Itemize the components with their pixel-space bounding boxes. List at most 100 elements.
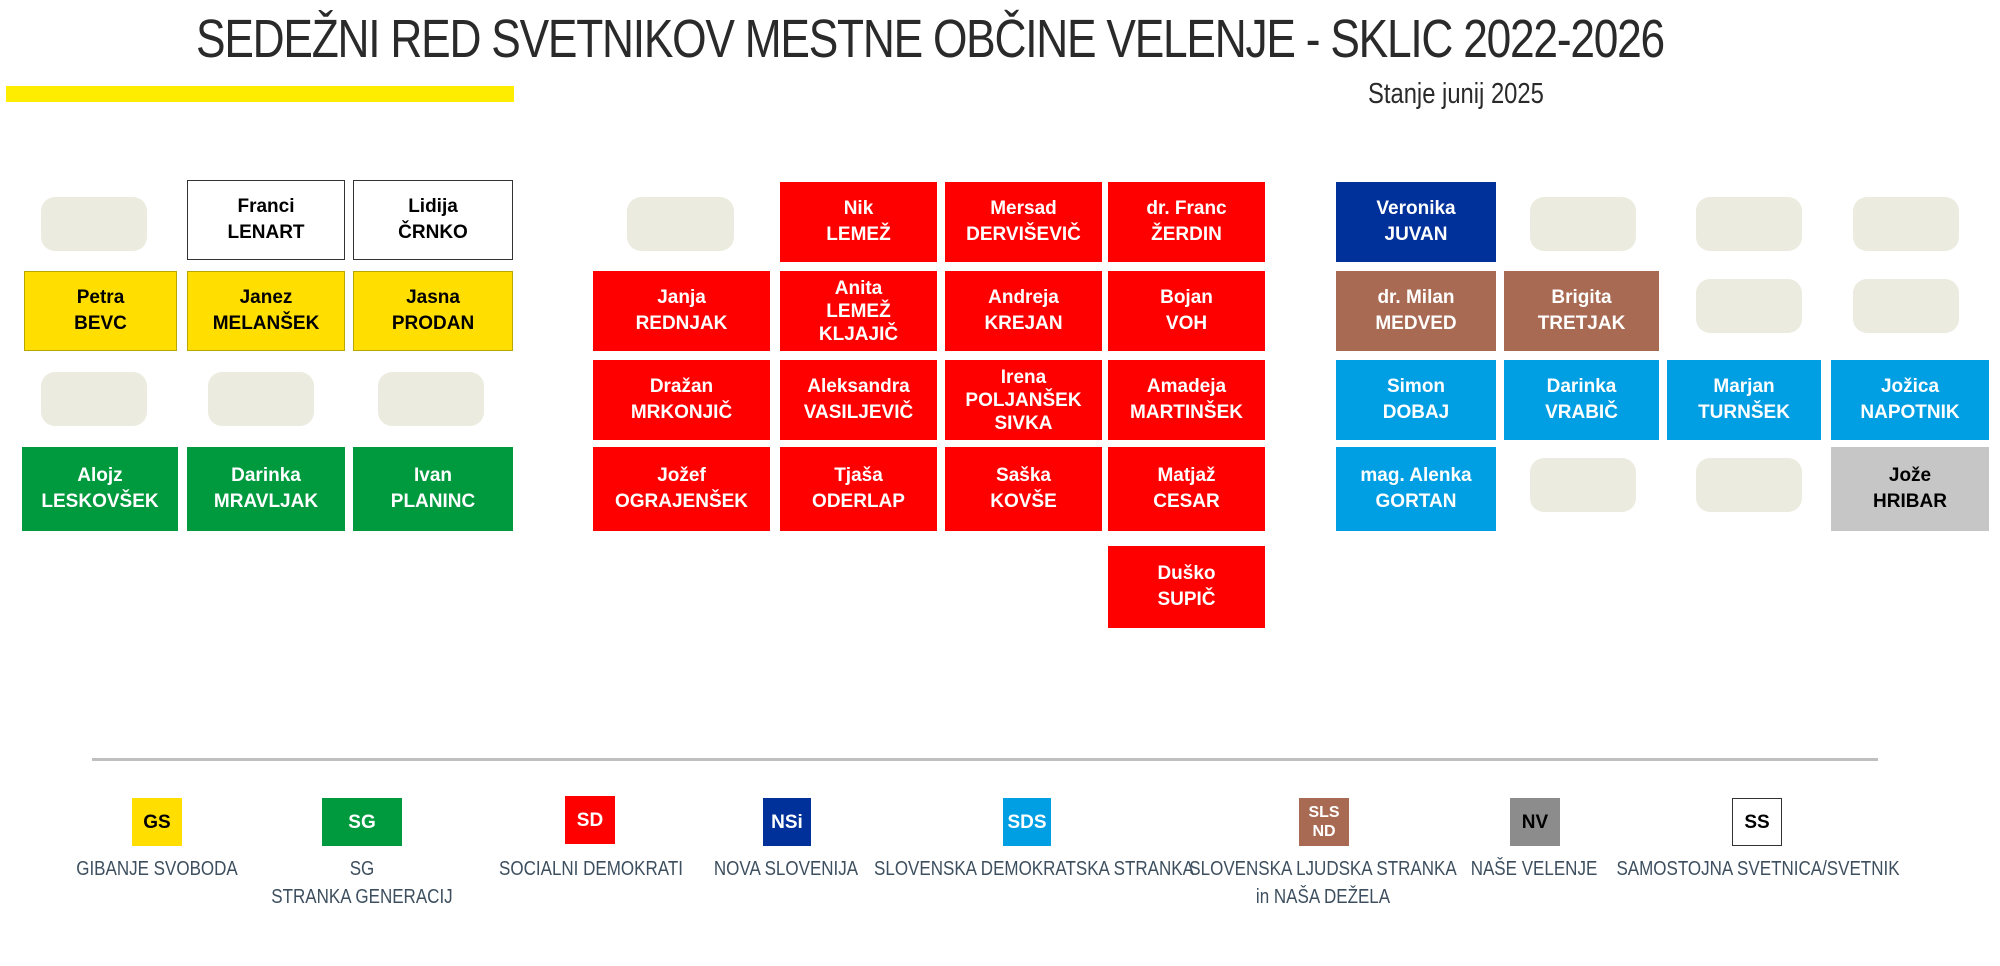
seat-sd: Matjaž CESAR [1108,447,1265,531]
seat-ss: Lidija ČRNKO [353,180,513,260]
councillor-last-name: JUVAN [1384,224,1448,245]
councillor-last-name: MARTINŠEK [1130,402,1243,423]
legend-name-line: SOCIALNI DEMOKRATI [499,858,683,880]
legend-name-line: SAMOSTOJNA SVETNICA/SVETNIK [1616,858,1900,880]
legend-abbreviation: SD [576,809,604,831]
legend-party-name: SLOVENSKA LJUDSKA STRANKA in NAŠA DEŽELA [1153,855,1493,911]
seat-sg: Ivan PLANINC [353,447,513,531]
empty-seat [1696,458,1802,512]
legend-party-name: SAMOSTOJNA SVETNICA/SVETNIK [1588,855,1928,883]
seat-sg: Darinka MRAVLJAK [187,447,345,531]
empty-seat [1853,279,1959,333]
councillor-first-name: dr. Franc [1146,198,1227,219]
seat-sd: Tjaša ODERLAP [780,447,937,531]
empty-seat [41,372,147,426]
legend-name-line: NAŠE VELENJE [1470,858,1598,880]
legend-party-name: GIBANJE SVOBODA [0,855,327,883]
councillor-first-name: Simon [1386,376,1446,397]
legend-party-name: SG STRANKA GENERACIJ [192,855,532,911]
councillor-first-name: Darinka [1546,376,1617,397]
seat-sd: Andreja KREJAN [945,271,1102,351]
councillor-last-name: ODERLAP [812,491,905,512]
councillor-last-name: MRAVLJAK [213,491,319,512]
councillor-last-name: VASILJEVIČ [803,402,914,423]
legend-name-line: GIBANJE SVOBODA [76,858,238,880]
empty-seat [208,372,314,426]
councillor-last-name: PRODAN [391,313,475,334]
legend-swatch-sls_nd: SLS ND [1299,798,1349,846]
councillor-last-name: LESKOVŠEK [41,491,159,512]
seat-gs: Janez MELANŠEK [187,271,345,351]
councillor-last-name: CESAR [1153,491,1220,512]
seat-sds: Marjan TURNŠEK [1667,360,1821,440]
councillor-last-name-2: SIVKA [994,412,1053,434]
councillor-first-name: Andreja [988,287,1059,308]
legend-name-line-2: in NAŠA DEŽELA [1255,886,1391,908]
councillor-first-name: Saška [996,465,1051,486]
seat-sg: Alojz LESKOVŠEK [22,447,178,531]
legend-abbreviation: GS [143,811,171,833]
legend-swatch-nv: NV [1510,798,1560,846]
councillor-first-name: Jasna [406,287,460,308]
seat-sd: Dražan MRKONJIČ [593,360,770,440]
seat-sds: Simon DOBAJ [1336,360,1496,440]
councillor-first-name: Brigita [1551,287,1612,308]
empty-seat [378,372,484,426]
seat-sds: mag. Alenka GORTAN [1336,447,1496,531]
empty-seat [1530,458,1636,512]
empty-seat [41,197,147,251]
councillor-last-name: ČRNKO [398,222,468,243]
legend-party-name: NAŠE VELENJE [1364,855,1704,883]
councillor-last-name: TRETJAK [1537,313,1626,334]
legend-abbreviation-2: ND [1312,823,1336,840]
councillor-first-name: Aleksandra [807,376,910,397]
legend-abbreviation: NV [1521,811,1549,833]
page-title: SEDEŽNI RED SVETNIKOV MESTNE OBČINE VELE… [196,9,1665,69]
councillor-first-name: Nik [843,198,874,219]
legend-swatch-sd: SD [565,796,615,844]
empty-seat [1696,279,1802,333]
councillor-first-name: Anita [834,277,883,299]
councillor-first-name: Tjaša [834,465,883,486]
councillor-first-name: Lidija [408,196,458,217]
legend-name-line: SG [349,858,375,880]
legend-abbreviation: SG [348,811,376,833]
councillor-first-name: mag. Alenka [1360,465,1472,486]
councillor-first-name: Marjan [1713,376,1775,397]
legend-name-line: SLOVENSKA DEMOKRATSKA STRANKA [874,858,1194,880]
councillor-last-name: LENART [227,222,305,243]
councillor-first-name: Irena [1000,366,1047,388]
legend-name-line: SLOVENSKA LJUDSKA STRANKA [1189,858,1457,880]
councillor-first-name: Janez [239,287,293,308]
seat-sd: dr. Franc ŽERDIN [1108,182,1265,262]
empty-seat [627,197,734,251]
councillor-last-name: OGRAJENŠEK [614,491,749,512]
empty-seat [1696,197,1802,251]
councillor-last-name: MRKONJIČ [630,402,733,423]
councillor-first-name: Alojz [77,465,123,486]
councillor-last-name: NAPOTNIK [1860,402,1960,423]
seat-sd: Amadeja MARTINŠEK [1108,360,1265,440]
councillor-first-name: Matjaž [1157,465,1216,486]
councillor-last-name: PLANINC [390,491,476,512]
councillor-first-name: Franci [237,196,295,217]
seat-nsi: Veronika JUVAN [1336,182,1496,262]
seat-sd: Jožef OGRAJENŠEK [593,447,770,531]
legend-swatch-sg: SG [322,798,402,846]
legend-name-line: NOVA SLOVENIJA [713,858,859,880]
councillor-last-name: DERVIŠEVIČ [966,224,1081,245]
legend-swatch-gs: GS [132,798,182,846]
seat-sds: Darinka VRABIČ [1504,360,1659,440]
councillor-first-name: Ivan [413,465,453,486]
councillor-last-name: BEVC [74,313,127,334]
legend-swatch-ss: SS [1732,798,1782,846]
seat-ss: Franci LENART [187,180,345,260]
legend-divider [92,758,1878,761]
councillor-first-name: Petra [76,287,125,308]
councillor-last-name: VOH [1165,313,1208,334]
councillor-first-name: Mersad [990,198,1057,219]
councillor-last-name: MELANŠEK [212,313,320,334]
legend-abbreviation: SS [1744,811,1770,833]
councillor-last-name: LEMEŽ [826,300,891,322]
seat-sls_nd: Brigita TRETJAK [1504,271,1659,351]
